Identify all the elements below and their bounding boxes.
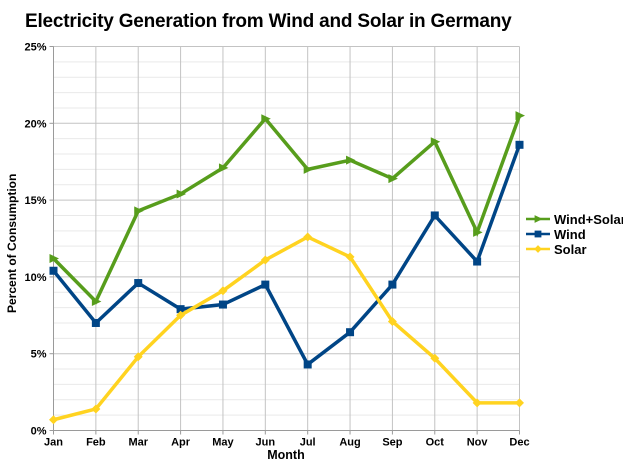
data-point-marker xyxy=(49,266,58,275)
data-point-marker xyxy=(515,398,524,408)
x-axis-title: Month xyxy=(267,448,305,462)
data-point-marker xyxy=(261,280,270,289)
series-line-solar xyxy=(53,235,520,422)
data-point-marker xyxy=(473,257,482,266)
x-tick-label: May xyxy=(212,437,234,449)
data-point-marker xyxy=(176,189,187,199)
axes xyxy=(49,46,520,435)
data-point-marker xyxy=(534,230,542,238)
data-point-marker xyxy=(472,398,482,408)
data-point-marker xyxy=(473,227,483,237)
x-tick-label: Oct xyxy=(426,437,445,449)
y-tick-labels: 0% 5% 10% 15% 20% 25% xyxy=(24,42,46,438)
data-point-marker xyxy=(303,232,313,242)
gridlines-major xyxy=(53,46,520,355)
series-line-wind-solar xyxy=(52,115,522,305)
x-tick-label: Jan xyxy=(44,437,63,449)
y-tick-label: 10% xyxy=(24,272,46,284)
data-point-marker xyxy=(515,111,525,121)
data-point-marker xyxy=(134,206,144,216)
data-point-marker xyxy=(91,404,101,414)
data-point-marker xyxy=(534,245,542,253)
data-point-marker xyxy=(218,286,228,296)
legend-label: Wind+Solar xyxy=(554,211,623,227)
data-point-marker xyxy=(218,163,229,173)
x-tick-label: Aug xyxy=(339,437,360,449)
data-point-marker xyxy=(91,318,100,327)
data-point-marker xyxy=(260,255,270,265)
series-wind xyxy=(49,140,524,369)
series-solar xyxy=(49,232,524,425)
data-point-marker xyxy=(345,252,355,262)
data-point-marker xyxy=(176,310,186,320)
data-point-marker xyxy=(303,360,312,369)
series-wind-solar xyxy=(49,111,525,306)
data-point-marker xyxy=(346,155,356,165)
x-tick-label: Feb xyxy=(86,437,106,449)
series-line-wind xyxy=(52,144,522,368)
legend-item-solar: Solar xyxy=(526,241,623,257)
legend: Wind+Solar Wind Solar xyxy=(526,211,623,257)
y-tick-label: 25% xyxy=(24,42,46,54)
arrow-line-swatch-icon xyxy=(526,215,550,223)
diamond-line-swatch-icon xyxy=(526,245,550,253)
y-tick-label: 20% xyxy=(24,118,46,130)
data-point-marker xyxy=(134,279,143,288)
data-point-marker xyxy=(261,114,271,124)
data-point-marker xyxy=(388,174,398,184)
data-point-marker xyxy=(133,352,143,362)
x-tick-label: Sep xyxy=(382,437,402,449)
x-tick-label: Mar xyxy=(128,437,148,449)
x-tick-label: Jun xyxy=(256,437,276,449)
data-point-marker xyxy=(303,164,314,174)
data-point-marker xyxy=(430,137,441,147)
x-tick-labels: Jan Feb Mar Apr May Jun Jul Aug Sep Oct Nov Dec xyxy=(44,437,530,449)
y-tick-label: 5% xyxy=(31,349,47,361)
data-point-marker xyxy=(91,296,102,306)
data-point-marker xyxy=(218,300,227,309)
chart-title: Electricity Generation from Wind and Sol… xyxy=(25,11,512,32)
data-point-marker xyxy=(430,211,439,220)
y-tick-label: 15% xyxy=(24,195,46,207)
legend-label: Wind xyxy=(554,226,586,242)
data-point-marker xyxy=(49,253,59,263)
data-point-marker xyxy=(387,316,397,326)
legend-item-wind-solar: Wind+Solar xyxy=(526,211,623,227)
legend-item-wind: Wind xyxy=(526,226,623,242)
x-tick-label: Jul xyxy=(300,437,316,449)
data-point-marker xyxy=(49,415,58,425)
y-tick-label: 0% xyxy=(31,426,47,438)
x-tick-label: Nov xyxy=(467,437,489,449)
data-point-marker xyxy=(534,215,543,223)
x-tick-label: Dec xyxy=(509,437,529,449)
data-point-marker xyxy=(515,140,524,149)
legend-label: Solar xyxy=(554,241,587,257)
x-tick-label: Apr xyxy=(171,437,191,449)
data-point-marker xyxy=(430,353,440,363)
data-point-marker xyxy=(346,328,355,337)
square-line-swatch-icon xyxy=(526,230,550,238)
data-point-marker xyxy=(176,305,185,314)
data-point-marker xyxy=(388,280,397,289)
